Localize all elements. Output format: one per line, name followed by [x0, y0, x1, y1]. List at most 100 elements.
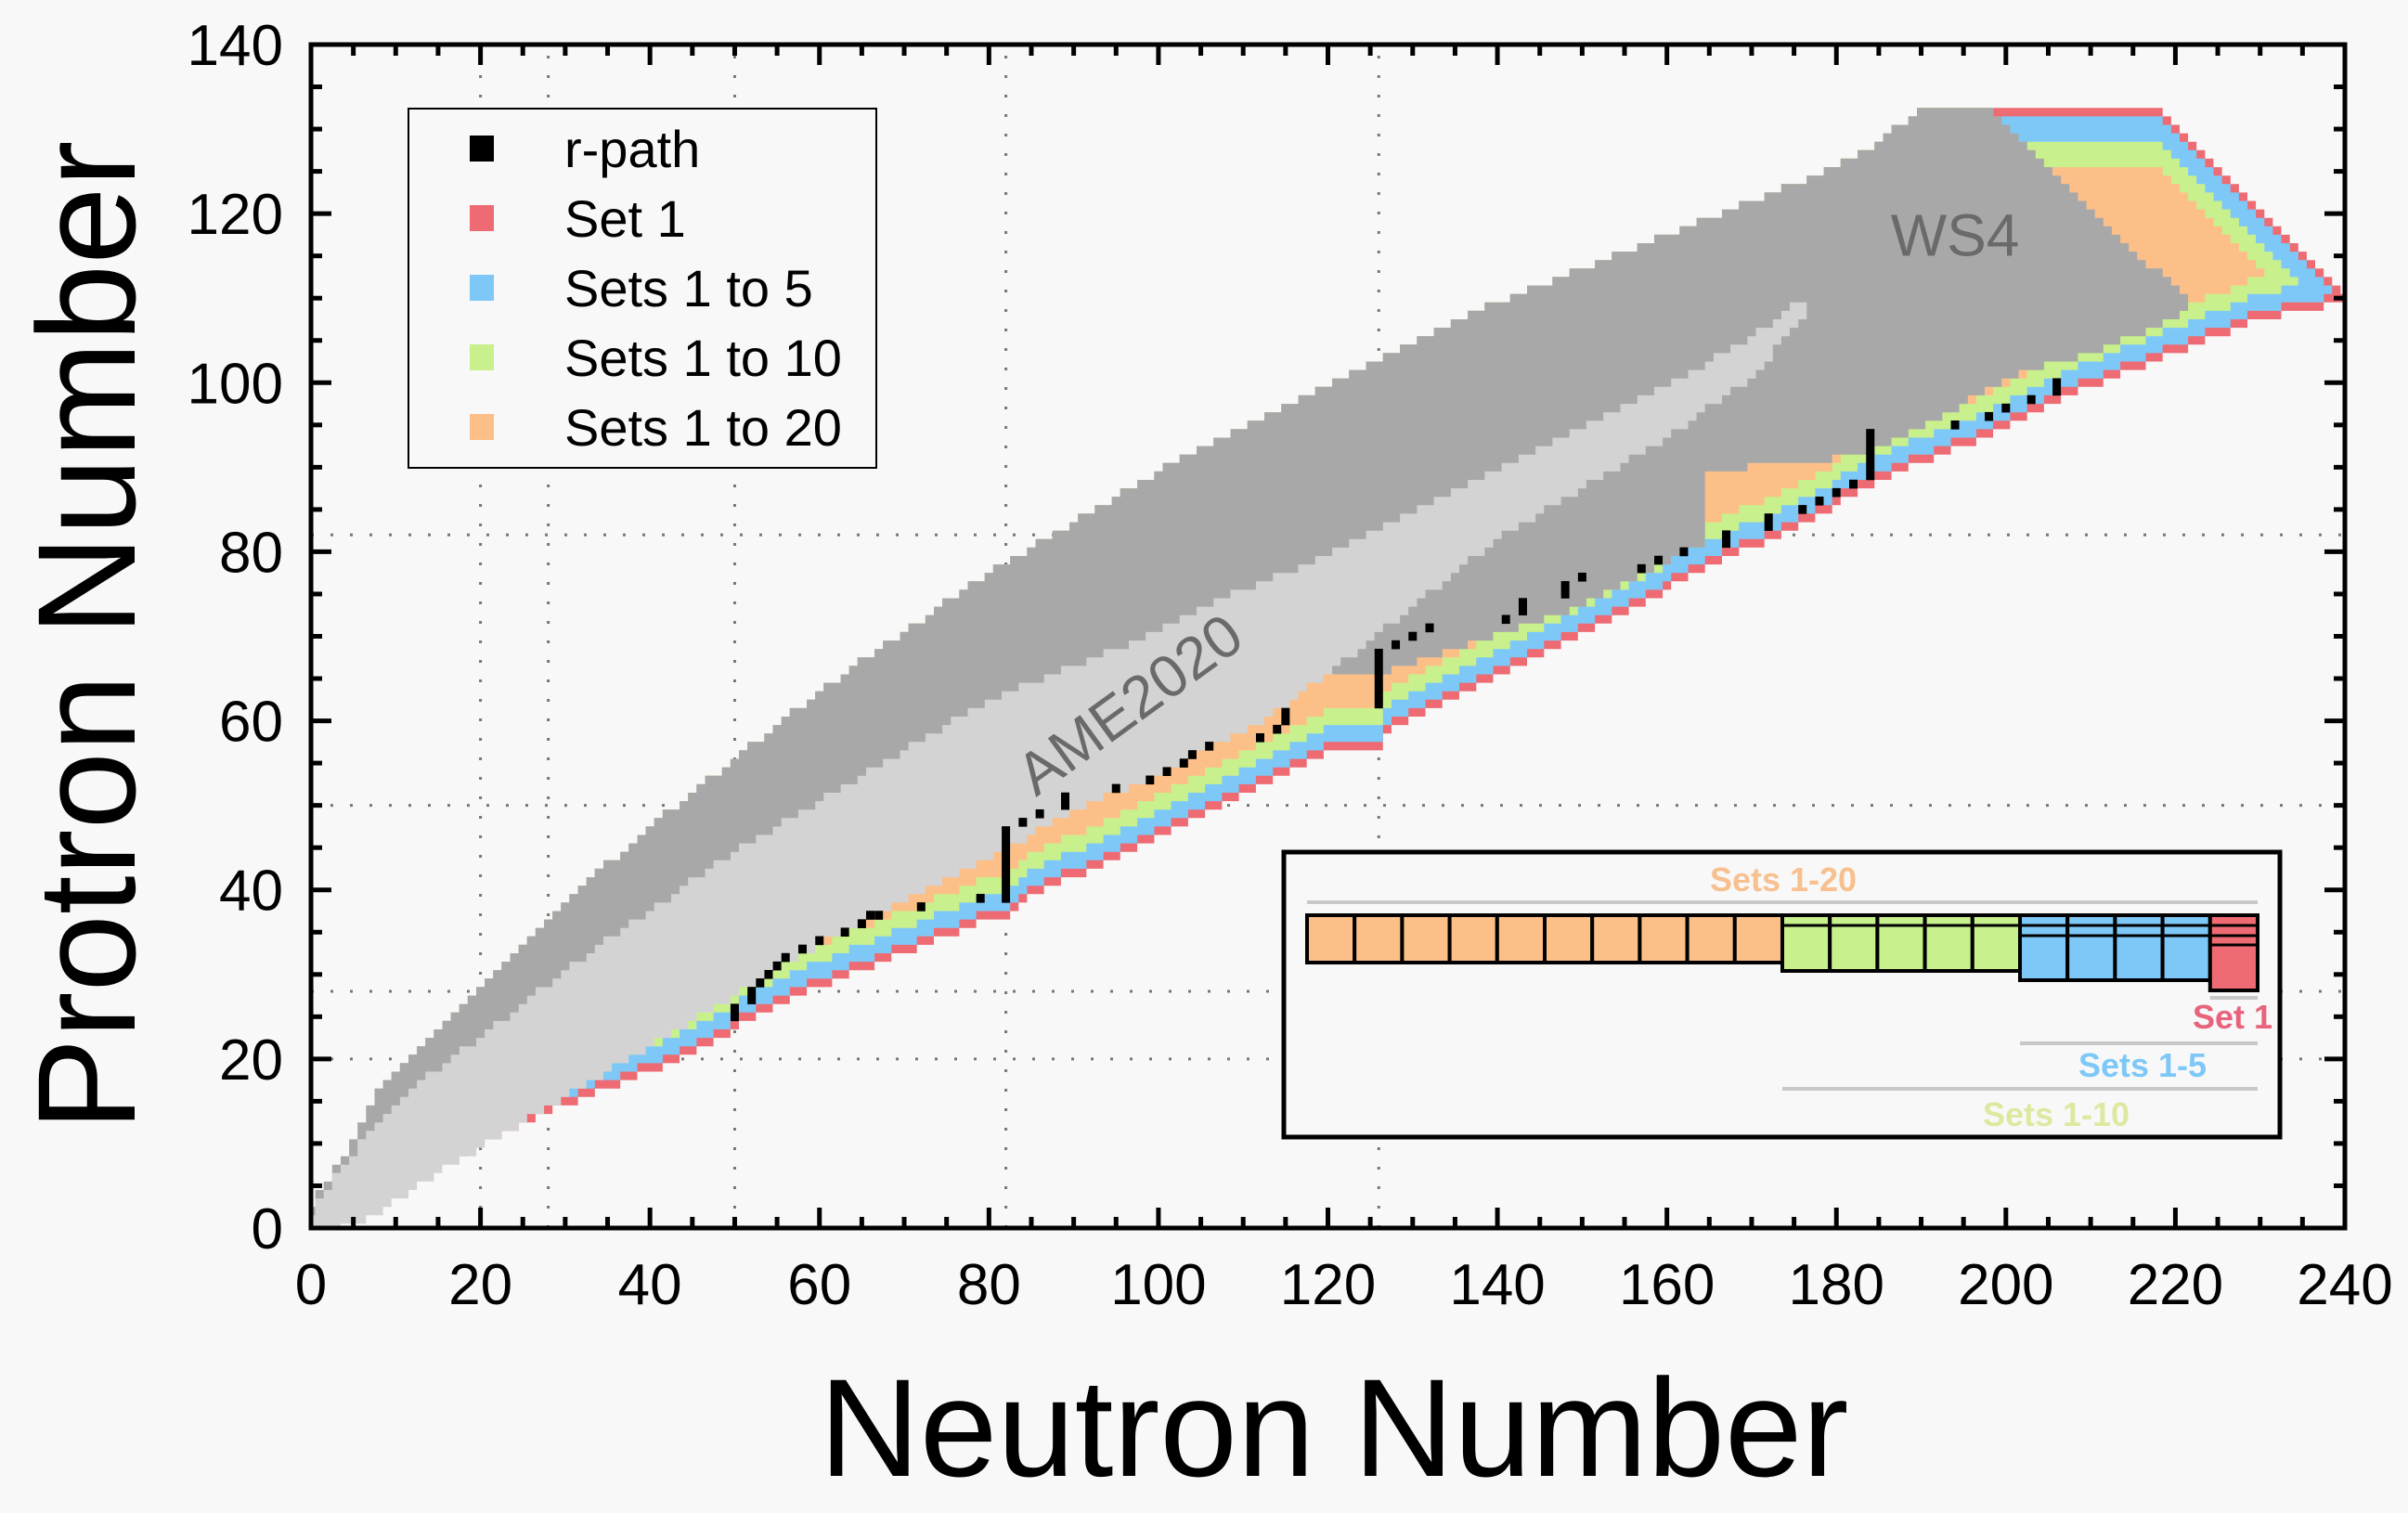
- y-tick-label: 60: [219, 691, 283, 755]
- r-path-point: [1408, 631, 1418, 641]
- r-path-point: [756, 978, 765, 988]
- r-path-point: [857, 919, 866, 928]
- y-tick-label: 40: [219, 860, 283, 924]
- r-path-point: [1764, 522, 1773, 531]
- x-tick-label: 220: [2128, 1253, 2223, 1317]
- x-tick-label: 180: [1789, 1253, 1884, 1317]
- r-path-point: [1002, 826, 1011, 835]
- inset-set-bar: [1400, 913, 1452, 964]
- r-path-point: [916, 902, 926, 912]
- r-path-point: [1002, 860, 1011, 870]
- inset-set-bar: [1590, 913, 1642, 964]
- r-path-point: [1205, 742, 1214, 751]
- r-path-point: [1060, 792, 1069, 802]
- y-tick-label: 80: [219, 521, 283, 585]
- r-path-point: [2052, 386, 2062, 396]
- set-grouping-inset: Sets 1-20 Sets 1-10 Sets 1-5 Set 1: [1281, 849, 2283, 1140]
- r-path-point: [1849, 479, 1858, 489]
- x-tick-label: 140: [1449, 1253, 1545, 1317]
- r-path-point: [1577, 572, 1586, 582]
- legend-label: Sets 1 to 10: [564, 329, 842, 387]
- inset-group-label-set1: Set 1: [2193, 998, 2272, 1036]
- inset-group-label-sets1to5: Sets 1-5: [2078, 1046, 2207, 1084]
- nuclide-regions: [311, 108, 2345, 1228]
- r-path-point: [815, 936, 824, 946]
- inset-set-bar: [1923, 913, 1974, 973]
- inset-set-bar: [1828, 913, 1880, 973]
- r-path-series: [730, 378, 2062, 1022]
- r-path-point: [1002, 851, 1011, 861]
- y-tick-label: 140: [188, 14, 283, 78]
- inset-set-bar: [1732, 913, 1785, 964]
- r-path-point: [874, 911, 884, 920]
- r-path-point: [2001, 403, 2011, 413]
- r-path-point: [1866, 446, 1875, 455]
- inset-set-bar: [1970, 913, 2023, 973]
- r-path-point: [747, 995, 757, 1004]
- r-path-point: [1060, 800, 1069, 810]
- r-path-point: [1002, 876, 1011, 886]
- r-path-point: [866, 911, 875, 920]
- r-path-point: [730, 1003, 739, 1014]
- r-path-point: [1866, 462, 1875, 472]
- r-path-point: [1018, 818, 1028, 827]
- y-tick-label: 120: [188, 183, 283, 247]
- r-path-point: [1255, 732, 1264, 743]
- x-tick-label: 160: [1619, 1253, 1715, 1317]
- r-path-point: [1764, 513, 1773, 523]
- inset-set-bar: [1875, 913, 1927, 973]
- r-path-point: [1162, 767, 1172, 777]
- r-path-point: [2026, 394, 2036, 405]
- r-path-point: [1815, 496, 1824, 506]
- r-path-point: [1985, 411, 1994, 421]
- r-path-point: [1425, 623, 1434, 633]
- x-axis-title: Neutron Number: [820, 1350, 1849, 1506]
- y-tick-label: 100: [188, 352, 283, 416]
- x-tick-label: 60: [787, 1253, 851, 1317]
- inset-set-bar: [1495, 913, 1547, 964]
- r-path-point: [1654, 555, 1664, 565]
- r-path-point: [1374, 657, 1383, 666]
- r-path-point: [1111, 783, 1120, 794]
- r-path-point: [1560, 589, 1570, 599]
- r-path-point: [1374, 682, 1383, 692]
- ws4-region-label: WS4: [1891, 202, 2020, 269]
- r-path-point: [1002, 834, 1011, 844]
- y-tick-label: 0: [252, 1197, 283, 1261]
- region-ame2020: [311, 302, 1807, 1228]
- r-path-point: [1146, 775, 1155, 785]
- x-tick-label: 0: [295, 1253, 327, 1317]
- y-axis-title: Protron Number: [8, 140, 164, 1131]
- r-path-point: [730, 1012, 739, 1022]
- x-tick-label: 100: [1110, 1253, 1206, 1317]
- r-path-point: [1722, 538, 1731, 549]
- legend-label: Sets 1 to 20: [564, 398, 842, 457]
- r-path-point: [1722, 530, 1731, 540]
- r-path-point: [1281, 707, 1290, 718]
- r-path-point: [1002, 894, 1011, 903]
- r-path-point: [1866, 454, 1875, 464]
- r-path-point: [2052, 378, 2062, 388]
- inset-set-bar: [1305, 913, 1357, 964]
- r-path-point: [1866, 437, 1875, 446]
- inset-set-bar: [1447, 913, 1499, 964]
- r-path-point: [1866, 471, 1875, 481]
- r-path-point: [1518, 606, 1527, 615]
- r-path-point: [840, 927, 849, 938]
- r-path-point: [1560, 581, 1570, 590]
- r-path-point: [1273, 724, 1282, 734]
- r-path-point: [764, 969, 773, 979]
- inset-set-bar: [1353, 913, 1405, 964]
- legend-label: r-path: [564, 120, 700, 178]
- legend-swatch-sets1to10: [470, 344, 494, 370]
- x-tick-label: 120: [1280, 1253, 1376, 1317]
- legend-label: Set 1: [564, 189, 686, 248]
- r-path-point: [1501, 614, 1510, 625]
- inset-set-bar: [1638, 913, 1689, 964]
- r-path-point: [797, 944, 807, 954]
- r-path-point: [747, 987, 757, 996]
- r-path-point: [1002, 885, 1011, 895]
- r-path-point: [1374, 699, 1383, 709]
- r-path-point: [1374, 648, 1383, 658]
